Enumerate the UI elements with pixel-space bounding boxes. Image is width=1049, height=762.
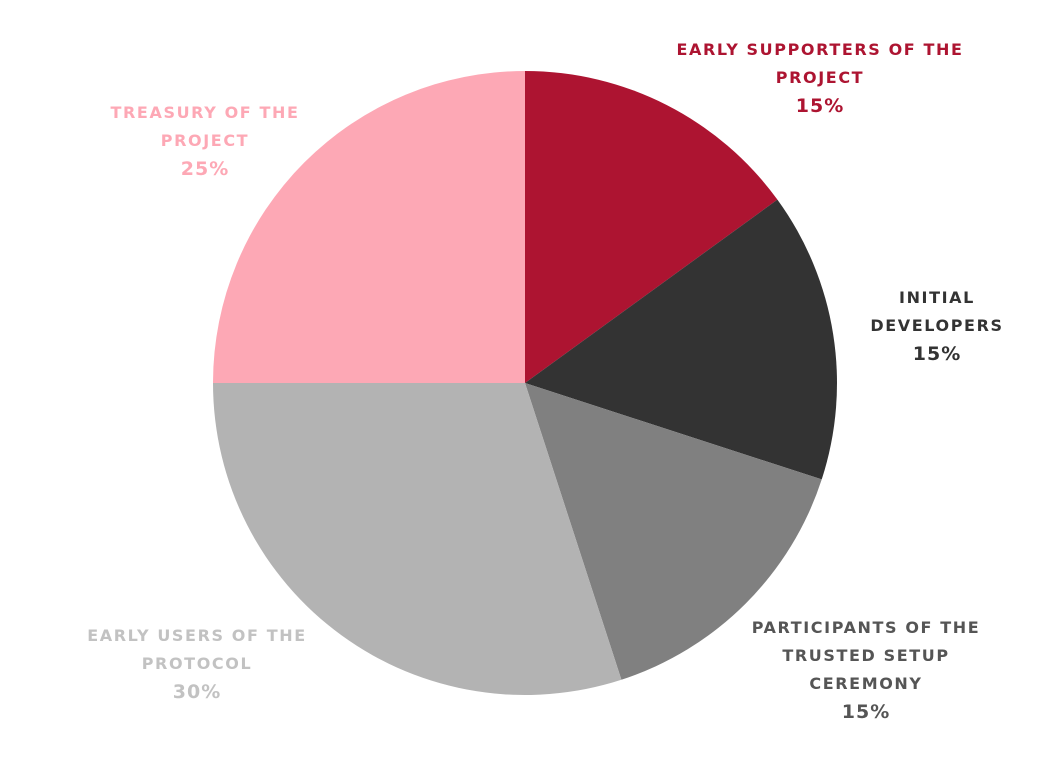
slice-label: EARLY SUPPORTERS OF THE PROJECT 15%: [675, 36, 965, 120]
slice-label: EARLY USERS OF THE PROTOCOL 30%: [72, 622, 322, 706]
category-label: EARLY SUPPORTERS OF THE PROJECT: [676, 40, 964, 87]
pie-slice: [213, 71, 525, 383]
value-label: 15%: [912, 343, 962, 365]
pie-slice: [525, 71, 778, 383]
pie-slice: [213, 383, 622, 695]
category-label: INITIAL DEVELOPERS: [870, 288, 1004, 335]
value-label: 15%: [795, 95, 845, 117]
slice-label: TREASURY OF THE PROJECT 25%: [80, 99, 330, 183]
value-label: 30%: [172, 681, 222, 703]
slice-label: INITIAL DEVELOPERS 15%: [852, 284, 1022, 368]
value-label: 15%: [841, 701, 891, 723]
category-label: PARTICIPANTS OF THE TRUSTED SETUP CEREMO…: [751, 618, 981, 693]
slice-label: PARTICIPANTS OF THE TRUSTED SETUP CEREMO…: [741, 614, 991, 726]
pie-slice: [525, 383, 822, 680]
category-label: EARLY USERS OF THE PROTOCOL: [87, 626, 307, 673]
category-label: TREASURY OF THE PROJECT: [110, 103, 300, 150]
value-label: 25%: [180, 158, 230, 180]
pie-slice: [525, 199, 837, 480]
